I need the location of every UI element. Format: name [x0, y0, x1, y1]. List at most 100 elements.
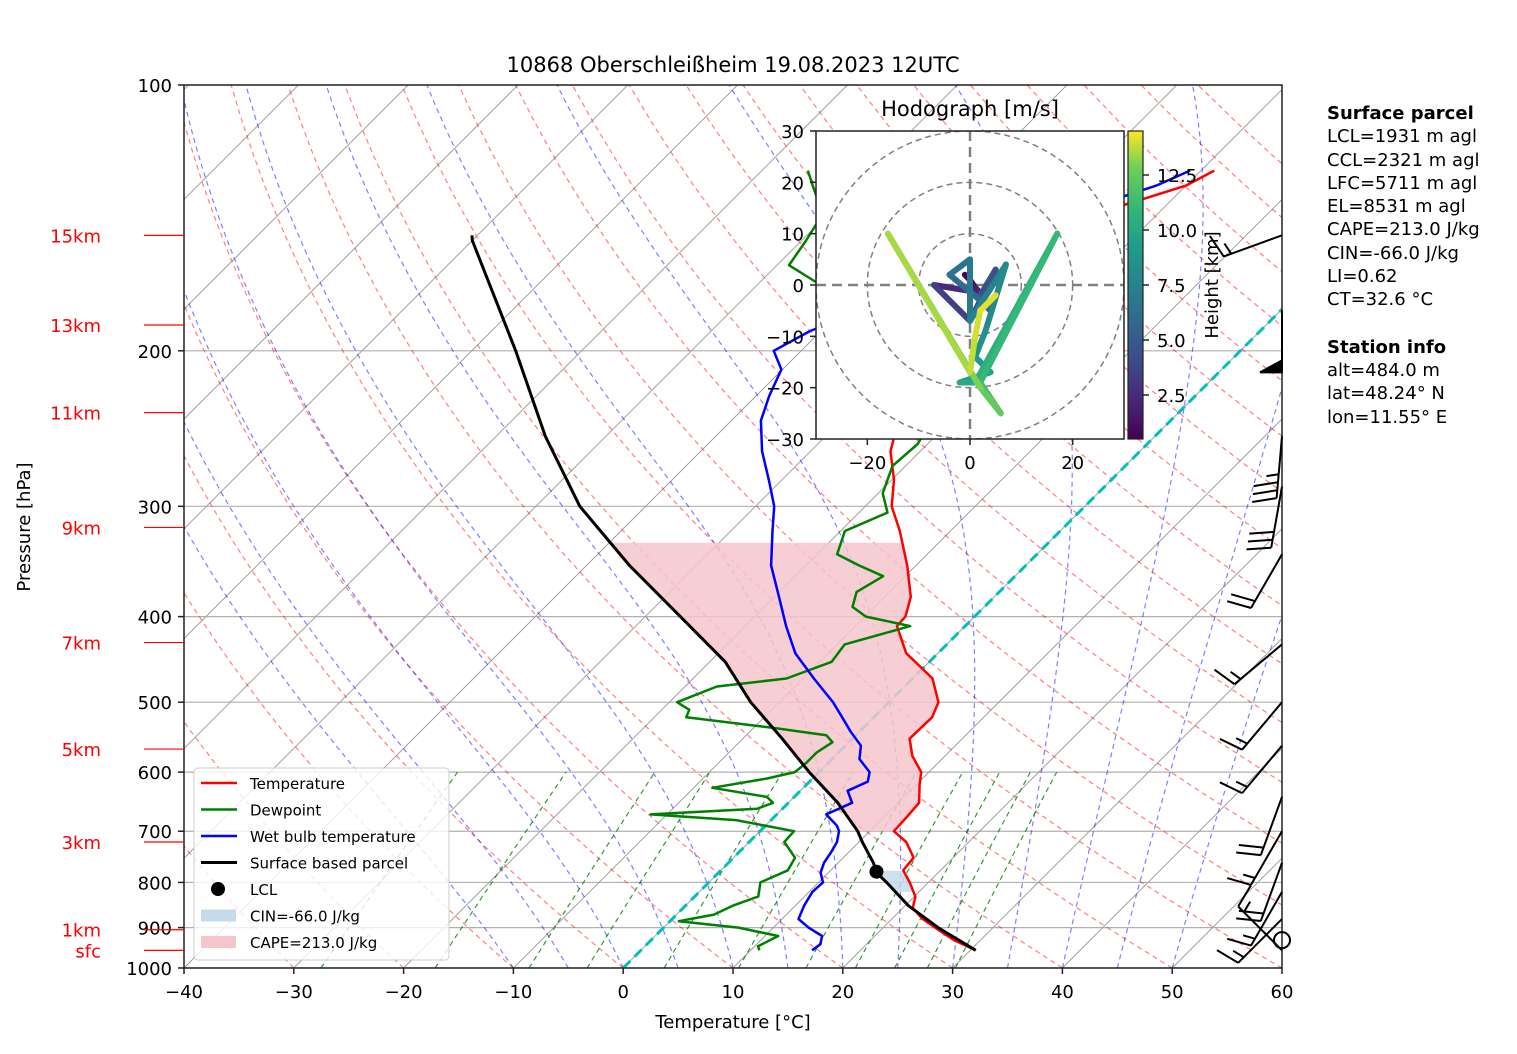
parcel-heading: Surface parcel	[1327, 103, 1474, 124]
wind-barb	[1226, 891, 1283, 947]
hodograph-y-tick-label: −10	[766, 327, 804, 348]
x-tick-label: −40	[165, 982, 203, 1003]
mixing-ratio-line	[854, 771, 964, 968]
moist-adiabat	[426, 85, 844, 968]
height-label: 3km	[62, 833, 101, 854]
legend-label: Dewpoint	[250, 802, 321, 820]
wind-barb-calm	[1273, 931, 1291, 950]
isotherm	[952, 637, 1282, 968]
hodograph-y-tick-label: 20	[781, 173, 804, 194]
moist-adiabat	[954, 85, 1073, 968]
wind-barb	[1219, 745, 1283, 794]
legend-label: LCL	[250, 881, 278, 899]
height-label: 9km	[62, 518, 101, 539]
cin-fill	[876, 870, 914, 892]
mixing-ratio-line	[738, 771, 854, 968]
height-label: 13km	[50, 316, 101, 337]
colorbar-tick-label: 12.5	[1157, 166, 1197, 187]
legend-label: CAPE=213.0 J/kg	[250, 934, 377, 952]
colorbar-ticks: 2.5 5.0 7.5 10.0 12.5	[1143, 166, 1197, 407]
hodograph-axes: −30 −20 −10 0 10 20 30 −20 0 20	[766, 122, 1084, 474]
y-tick-label: 500	[138, 693, 172, 714]
legend-label: Wet bulb temperature	[250, 828, 416, 846]
height-label: 5km	[62, 740, 101, 761]
isotherm	[184, 85, 738, 640]
side-panel: Surface parcel LCL=1931 m agl CCL=2321 m…	[1327, 102, 1480, 429]
station-lat: lat=48.24° N	[1327, 383, 1445, 405]
y-tick-label: 600	[138, 763, 172, 784]
wind-barb	[1252, 436, 1283, 503]
y-tick-label: 100	[138, 76, 172, 97]
chart-title: 10868 Oberschleißheim 19.08.2023 12UTC	[507, 53, 960, 77]
y-tick-label: 800	[138, 873, 172, 894]
hodograph-segment	[967, 333, 979, 376]
legend-swatch	[211, 882, 225, 896]
hodograph-y-tick-label: −30	[766, 430, 804, 451]
x-tick-label: 0	[617, 982, 628, 1003]
isotherm	[184, 85, 519, 420]
dry-adiabat	[184, 120, 844, 968]
parcel-ct: CT=32.6 °C	[1327, 289, 1434, 311]
moist-adiabat	[325, 85, 789, 968]
height-label: 1km	[62, 921, 101, 942]
parcel-cin: CIN=-66.0 J/kg	[1327, 242, 1459, 264]
x-tick-label: −20	[385, 982, 423, 1003]
parcel-lfc: LFC=5711 m agl	[1327, 172, 1478, 194]
mixing-ratio-line	[894, 771, 1001, 968]
mixing-ratio-line	[663, 771, 784, 968]
colorbar-label: Height [km]	[1202, 231, 1223, 338]
wind-barb	[1226, 553, 1283, 609]
dry-adiabat	[184, 720, 405, 968]
hodograph-segment	[977, 384, 1004, 417]
x-tick-label: 40	[1051, 982, 1074, 1003]
wind-barb	[1226, 830, 1283, 886]
x-tick-label: 10	[722, 982, 745, 1003]
wind-barb	[1246, 486, 1283, 551]
station-heading: Station info	[1327, 336, 1447, 358]
moist-adiabat	[1171, 613, 1282, 968]
wind-barb	[1209, 234, 1283, 258]
x-axis: −40 −30 −20 −10 0 10 20 30 40 50 60	[165, 968, 1293, 1003]
isotherm	[184, 85, 629, 530]
hodograph-y-tick-label: 30	[781, 122, 804, 143]
dry-adiabat	[230, 85, 953, 968]
legend-label: CIN=-66.0 J/kg	[250, 908, 360, 926]
hodograph-segment	[931, 282, 973, 324]
moist-adiabat	[1116, 385, 1282, 968]
y-tick-label: 200	[138, 342, 172, 363]
hodograph-segment	[972, 328, 989, 360]
y-axis-label: Pressure [hPa]	[14, 462, 35, 591]
hodograph-segment	[946, 256, 973, 278]
wind-barb	[1236, 796, 1283, 857]
x-tick-label: −30	[275, 982, 313, 1003]
parcel-ccl: CCL=2321 m agl	[1327, 149, 1480, 171]
height-label: 11km	[50, 404, 101, 425]
hodograph-segment	[884, 230, 973, 376]
legend-swatch	[201, 936, 236, 948]
x-tick-label: 60	[1271, 982, 1294, 1003]
wind-barb	[1216, 918, 1283, 964]
hodograph-y-tick-label: −20	[766, 379, 804, 400]
dry-adiabat	[458, 85, 1282, 906]
legend-swatch	[201, 909, 236, 922]
hodograph-segment	[972, 307, 984, 340]
moist-adiabat	[1061, 85, 1204, 968]
y-tick-label: 400	[138, 608, 172, 629]
lcl-marker	[869, 864, 884, 879]
colorbar	[1127, 130, 1144, 440]
wind-barb	[1213, 643, 1283, 686]
hodograph-segment	[977, 292, 999, 314]
x-tick-label: 50	[1161, 982, 1184, 1003]
isotherm	[184, 85, 409, 310]
moist-adiabat	[184, 420, 569, 968]
mixing-ratio-line	[954, 771, 1058, 968]
y-axis: 100 200 300 400 500 600 700 800 900 1000	[126, 76, 184, 980]
x-tick-label: 20	[831, 982, 854, 1003]
parcel-line	[470, 235, 977, 952]
parcel-li: LI=0.62	[1327, 266, 1398, 288]
height-label: 15km	[50, 226, 101, 247]
wind-barbs	[1209, 234, 1291, 964]
height-label: sfc	[75, 941, 101, 962]
moist-adiabat	[184, 288, 624, 968]
